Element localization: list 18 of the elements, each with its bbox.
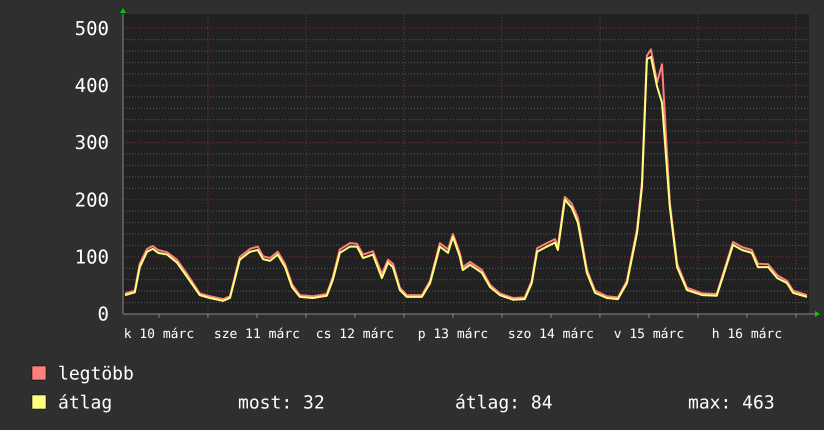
legend-label: átlag: [58, 392, 112, 414]
legend-label: legtöbb: [58, 363, 134, 384]
x-tick-label: szo 14 márc: [508, 327, 594, 342]
y-tick-label: 0: [98, 304, 109, 326]
y-tick-label: 400: [74, 75, 109, 98]
text: most: 32: [238, 392, 325, 414]
x-tick-label: p 13 márc: [418, 327, 488, 342]
y-tick-label: 300: [74, 132, 109, 154]
x-tick-label: k 10 márc: [124, 327, 194, 342]
y-tick-label: 500: [74, 18, 109, 40]
text: max: 463: [688, 392, 775, 414]
y-tick-label: 100: [74, 246, 109, 269]
y-tick-label: 200: [74, 189, 109, 212]
x-tick-label: sze 11 márc: [214, 327, 300, 342]
x-tick-label: h 16 márc: [712, 327, 782, 342]
text: átlag: 84: [455, 392, 553, 414]
x-tick-label: cs 12 márc: [316, 327, 394, 342]
x-tick-label: v 15 márc: [614, 327, 684, 342]
